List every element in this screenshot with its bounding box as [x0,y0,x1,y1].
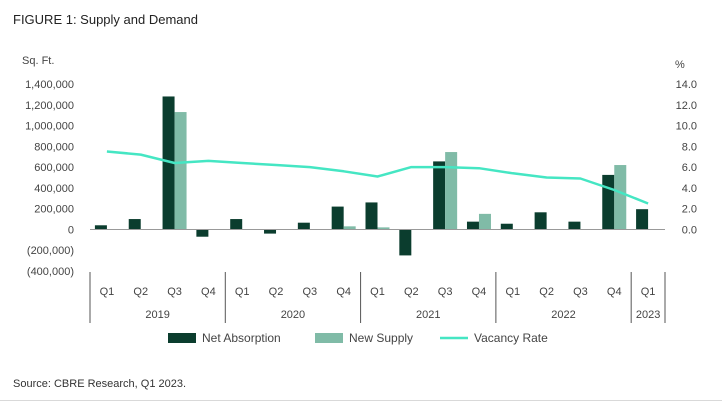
y-tick-label: 1,400,000 [25,79,74,91]
vacancy-line-group [106,150,649,205]
x-tick-label: Q3 [303,286,318,298]
y2-tick-label: 4.0 [682,183,697,195]
x-tick-label: Q1 [100,286,115,298]
net-absorption-bar [602,174,615,230]
net-absorption-bar [196,229,209,237]
net-absorption-bar [500,223,513,230]
new-supply-bar [174,112,187,230]
y-tick-label: 800,000 [34,141,74,153]
legend-label: Net Absorption [202,331,281,345]
legend: Net Absorption New Supply Vacancy Rate [168,331,548,345]
y-tick-label: (400,000) [27,266,74,278]
net-absorption-bar [128,219,141,230]
new-supply-bar [614,165,627,230]
y2-tick-label: 12.0 [676,100,697,112]
net-absorption-bar [466,221,479,230]
source-note: Source: CBRE Research, Q1 2023. [13,378,187,390]
net-absorption-bar [162,96,175,230]
x-tick-label: Q1 [505,286,520,298]
vacancy-rate-line [106,150,649,205]
supply-demand-chart: 1,400,000 1,200,000 1,000,000 800,000 600,00… [22,55,697,345]
x-group-label: 2023 [636,309,660,321]
x-axis: Q1 Q2 Q3 Q4 Q1 Q2 Q3 Q4 Q1 Q2 Q3 Q4 Q1 Q2 Q3 Q4 Q1 2019 20… [89,272,666,323]
y-tick-label: 0 [68,224,74,236]
y2-tick-label: 10.0 [676,121,697,133]
net-absorption-bar [94,225,107,230]
net-absorption-bar [534,212,547,230]
y-tick-label: 1,200,000 [25,100,74,112]
y-tick-label: (200,000) [27,245,74,257]
net-absorption-bar [433,161,446,230]
x-group-label: 2021 [416,309,440,321]
y2-axis-title: % [675,59,685,71]
legend-swatch [315,333,343,343]
net-absorption-bar [264,229,277,234]
x-tick-label: Q2 [404,286,419,298]
x-tick-label: Q3 [573,286,588,298]
y2-tick-label: 6.0 [682,162,697,174]
figure-title: FIGURE 1: Supply and Demand [13,12,198,27]
y-axis-title: Sq. Ft. [22,55,54,67]
x-group-label: 2019 [145,309,169,321]
y2-tick-label: 2.0 [682,204,697,216]
y2-tick-label: 8.0 [682,141,697,153]
bars-group [94,96,649,256]
y-tick-label: 1,000,000 [25,121,74,133]
new-supply-bar [445,152,458,230]
net-absorption-bar [297,222,310,230]
legend-label: Vacancy Rate [474,331,548,345]
x-tick-label: Q2 [133,286,148,298]
x-tick-label: Q1 [370,286,385,298]
legend-label: New Supply [349,331,413,345]
x-tick-label: Q4 [201,286,216,298]
net-absorption-bar [636,209,649,230]
bottom-divider [0,400,722,401]
y-tick-label: 400,000 [34,183,74,195]
net-absorption-bar [568,221,581,230]
y-tick-label: 600,000 [34,162,74,174]
net-absorption-bar [399,229,412,256]
x-tick-label: Q2 [539,286,554,298]
net-absorption-bar [365,202,378,230]
y2-tick-label: 14.0 [676,79,697,91]
x-tick-label: Q4 [472,286,487,298]
y2-tick-label: 0.0 [682,224,697,236]
new-supply-bar [343,226,356,230]
x-tick-label: Q3 [167,286,182,298]
legend-swatch [168,333,196,343]
net-absorption-bar [331,206,344,230]
x-group-label: 2020 [281,309,305,321]
y-tick-label: 200,000 [34,204,74,216]
x-tick-label: Q1 [235,286,250,298]
left-axis-ticks: 1,400,000 1,200,000 1,000,000 800,000 600,00… [25,79,74,278]
new-supply-bar [377,227,390,230]
x-tick-label: Q3 [438,286,453,298]
x-tick-label: Q4 [607,286,622,298]
right-axis-ticks: 14.0 12.0 10.0 8.0 6.0 4.0 2.0 0.0 [676,79,697,236]
x-group-label: 2022 [551,309,575,321]
x-tick-label: Q1 [641,286,656,298]
x-tick-label: Q2 [269,286,284,298]
net-absorption-bar [230,219,243,230]
new-supply-bar [478,213,491,230]
x-tick-label: Q4 [336,286,351,298]
